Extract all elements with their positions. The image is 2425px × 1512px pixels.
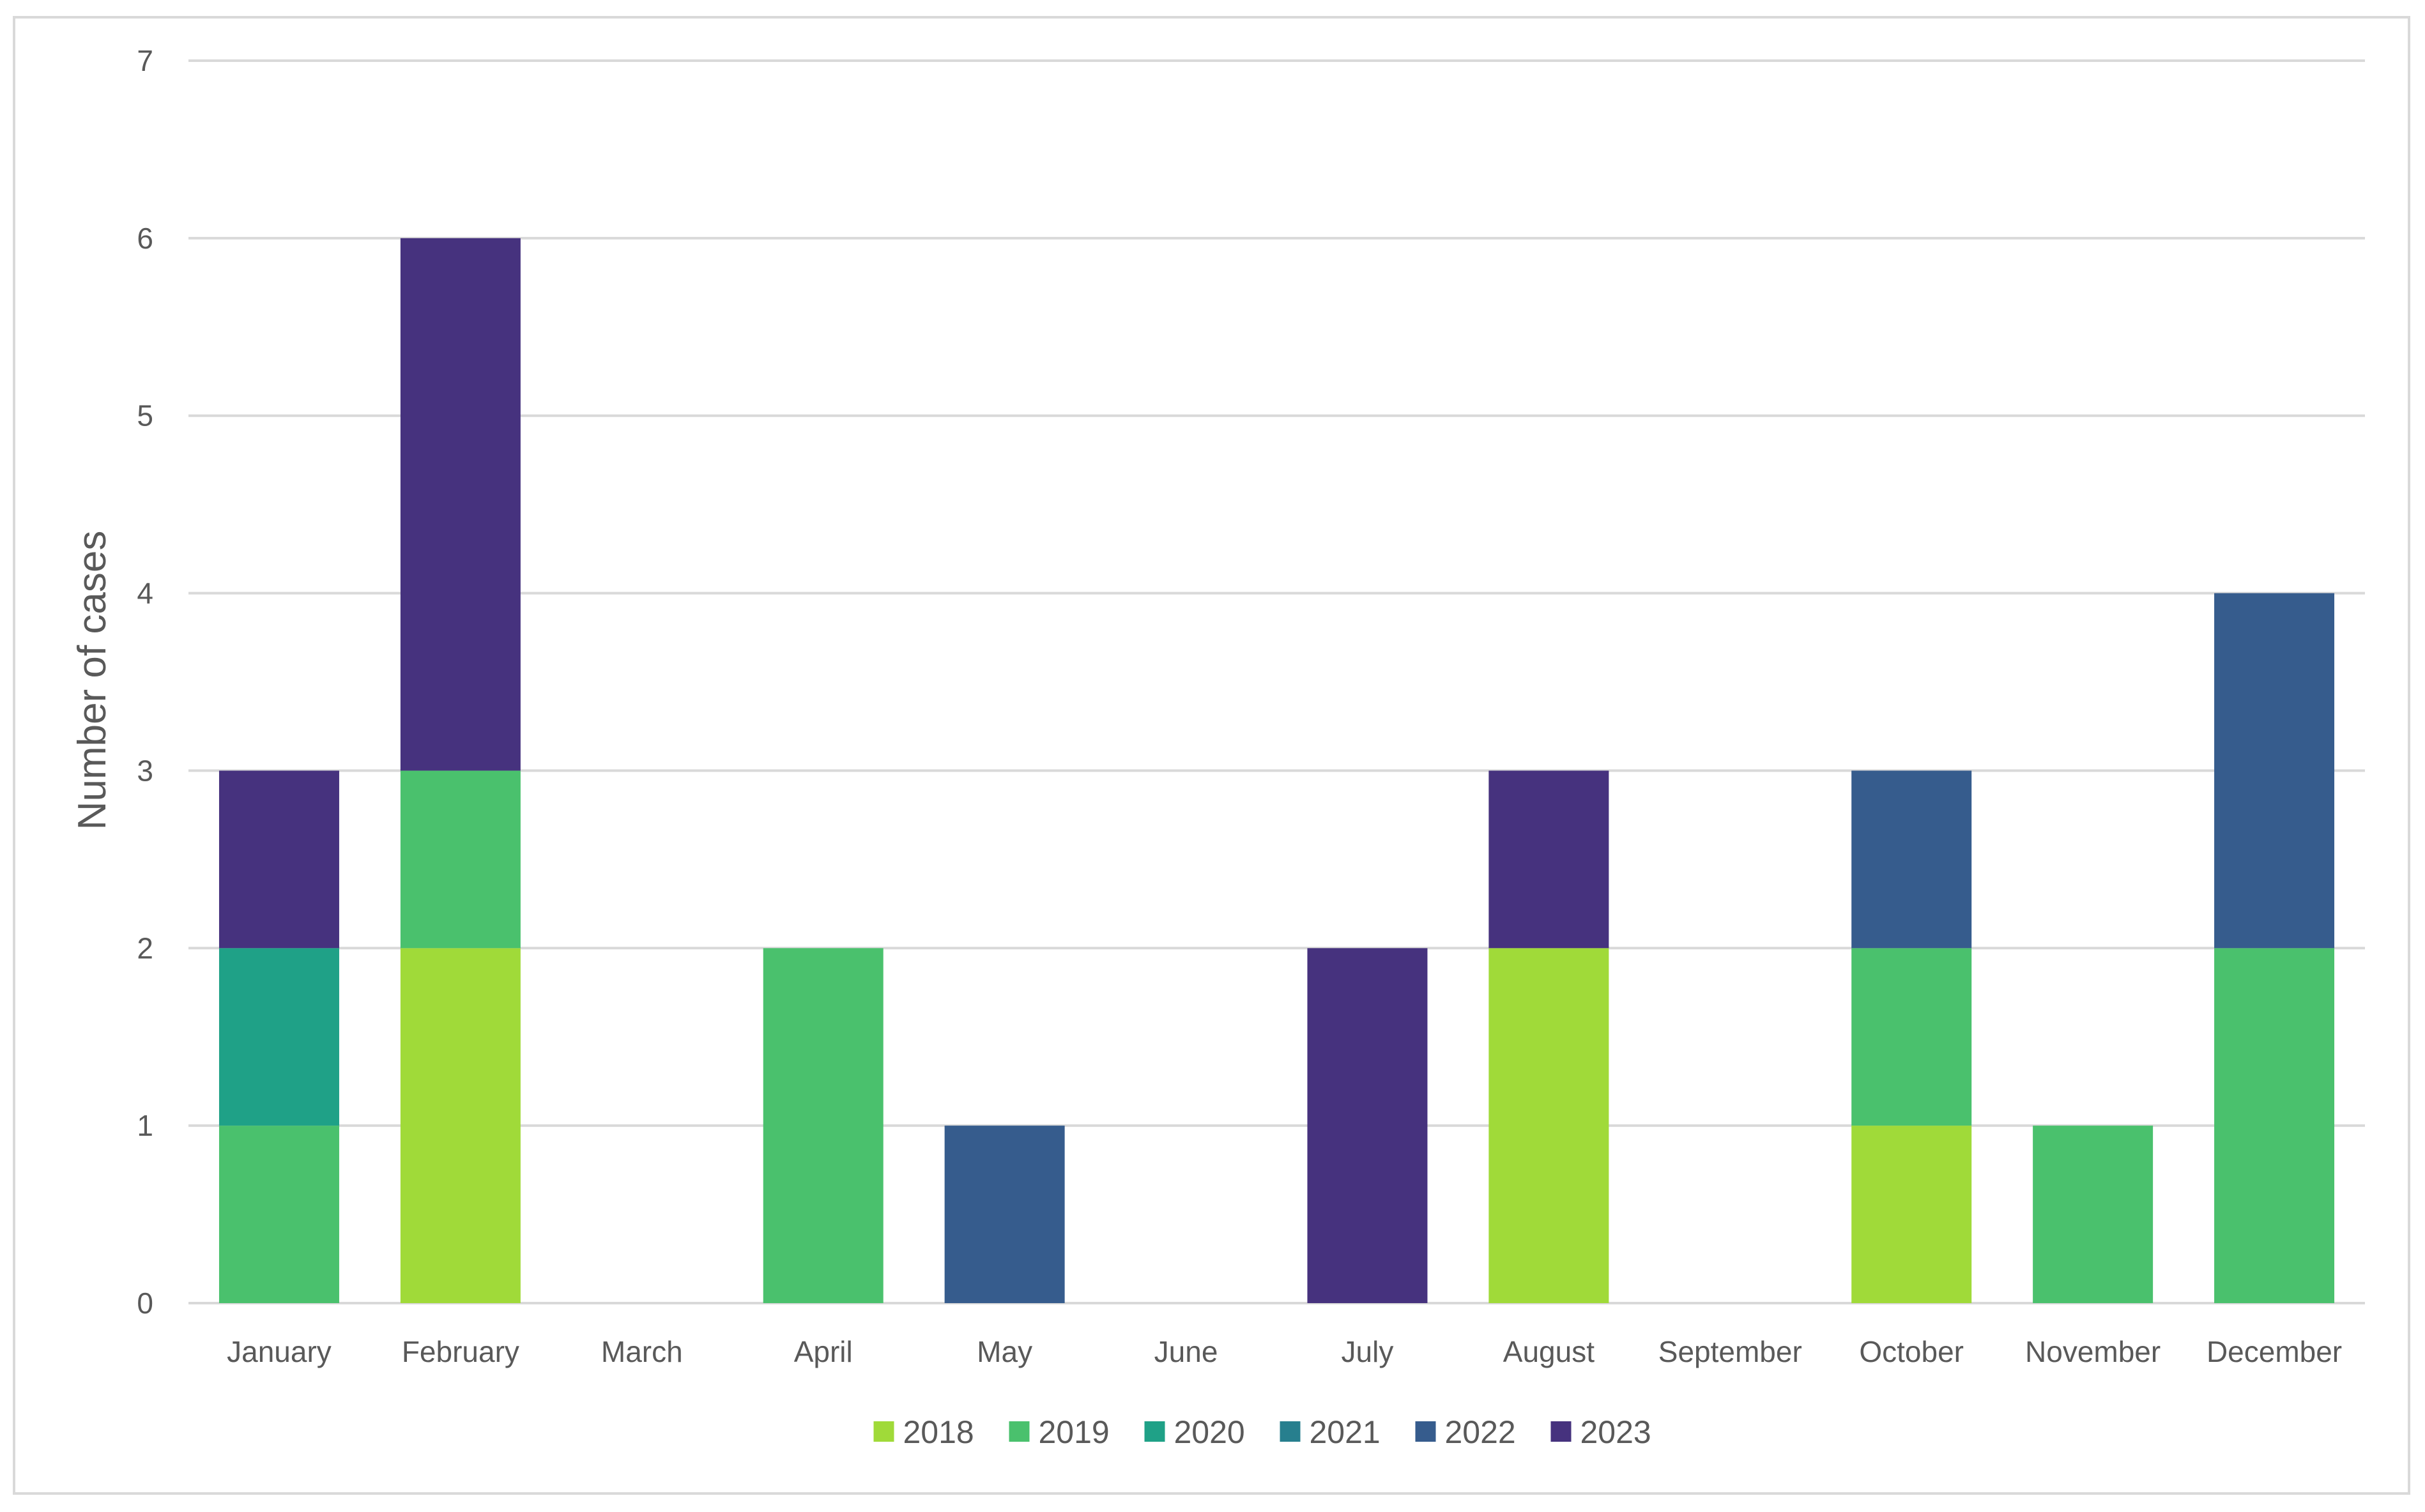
- y-tick-label-5: 5: [137, 399, 153, 432]
- x-tick-label-june: June: [1154, 1335, 1218, 1368]
- y-tick-label-4: 4: [137, 577, 153, 610]
- legend-swatch-2020: [1144, 1421, 1165, 1442]
- y-tick-label-0: 0: [137, 1287, 153, 1320]
- y-tick-label-1: 1: [137, 1109, 153, 1142]
- legend-label-2021: 2021: [1310, 1414, 1381, 1450]
- x-tick-label-january: January: [227, 1335, 332, 1368]
- x-tick-label-december: December: [2207, 1335, 2342, 1368]
- x-tick-label-may: May: [977, 1335, 1032, 1368]
- y-tick-label-6: 6: [137, 222, 153, 255]
- bar-august-2023: [1488, 770, 1609, 949]
- x-tick-label-august: August: [1503, 1335, 1595, 1368]
- legend-label-2020: 2020: [1174, 1414, 1245, 1450]
- legend-swatch-2022: [1415, 1421, 1436, 1442]
- legend-swatch-2019: [1009, 1421, 1030, 1442]
- bars: [218, 238, 2335, 1303]
- legend: 2018 2019 2020 2021 2022 2023: [873, 1414, 1651, 1450]
- bar-october-2019: [1851, 948, 1972, 1126]
- x-tick-label-november: November: [2025, 1335, 2161, 1368]
- x-tick-label-april: April: [794, 1335, 853, 1368]
- bar-july-2023: [1307, 948, 1428, 1303]
- x-tick-label-july: July: [1342, 1335, 1394, 1368]
- y-tick-label-2: 2: [137, 931, 153, 965]
- x-tick-label-march: March: [601, 1335, 683, 1368]
- y-tick-label-3: 3: [137, 754, 153, 787]
- x-axis-ticks: January February March April May June July Augu…: [227, 1335, 2342, 1368]
- bar-january-2020: [218, 948, 339, 1126]
- legend-swatch-2021: [1280, 1421, 1301, 1442]
- y-axis-ticks: 0 1 2 3 4 5 6 7: [137, 44, 153, 1320]
- bar-october-2022: [1851, 770, 1972, 949]
- bar-february-2019: [400, 770, 521, 949]
- bar-april-2019: [763, 948, 884, 1303]
- gridlines: [188, 59, 2365, 1304]
- x-tick-label-february: February: [402, 1335, 519, 1368]
- legend-swatch-2018: [873, 1421, 894, 1442]
- y-axis-title: Number of cases: [70, 531, 114, 830]
- bar-october-2018: [1851, 1126, 1972, 1303]
- bar-august-2018: [1488, 948, 1609, 1303]
- legend-swatch-2023: [1550, 1421, 1572, 1442]
- bar-december-2022: [2214, 593, 2335, 949]
- bar-january-2019: [218, 1126, 339, 1303]
- legend-label-2023: 2023: [1580, 1414, 1651, 1450]
- y-tick-label-7: 7: [137, 44, 153, 77]
- x-tick-label-october: October: [1859, 1335, 1964, 1368]
- legend-label-2022: 2022: [1445, 1414, 1516, 1450]
- bar-february-2023: [400, 238, 521, 771]
- bar-january-2023: [218, 770, 339, 949]
- legend-label-2019: 2019: [1039, 1414, 1110, 1450]
- bar-may-2022: [944, 1126, 1065, 1303]
- legend-label-2018: 2018: [903, 1414, 974, 1450]
- bar-november-2019: [2033, 1126, 2153, 1303]
- bar-february-2018: [400, 948, 521, 1303]
- x-tick-label-september: September: [1658, 1335, 1802, 1368]
- bar-december-2019: [2214, 948, 2335, 1303]
